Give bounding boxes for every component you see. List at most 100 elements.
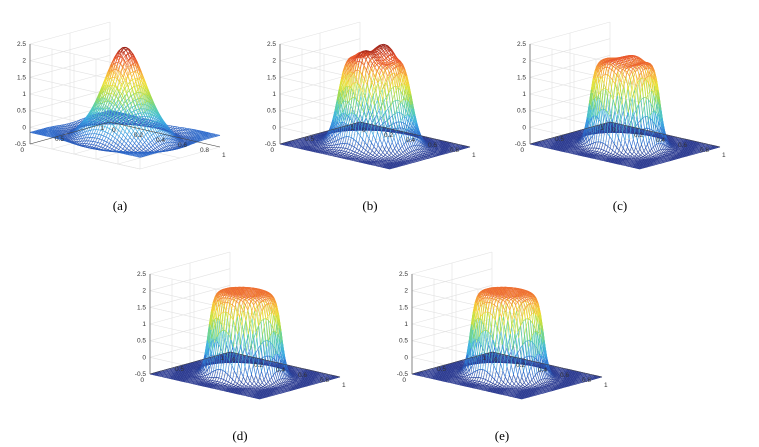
mesh-line [159,135,161,137]
mesh-line [112,135,116,139]
mesh-line [205,137,208,139]
z-tick-label: 2 [22,58,26,65]
mesh-line [125,49,129,54]
mesh-line [109,147,113,150]
mesh-line [112,103,115,111]
mesh-line [146,145,150,149]
mesh-line [140,141,144,145]
mesh-line [210,135,213,137]
mesh-line [375,121,379,125]
mesh-line [168,147,171,149]
mesh-line [69,122,73,126]
mesh-line [156,146,160,150]
mesh-line [143,153,146,155]
mesh-line [123,140,127,144]
mesh-line [91,143,94,146]
mesh-line [118,136,122,139]
mesh-line [116,147,119,150]
mesh-line [159,148,162,150]
mesh-line [160,148,164,151]
mesh-line [111,104,114,108]
mesh-line [137,156,140,158]
mesh-line [156,130,159,132]
mesh-line [103,131,106,137]
mesh-line [44,132,47,134]
mesh-line [127,134,131,138]
mesh-line [162,146,165,149]
mesh-line [114,137,118,141]
mesh-line [153,148,156,150]
mesh-line [44,131,46,133]
mesh-line [144,140,147,143]
mesh-line [110,93,114,95]
mesh-line [96,133,99,135]
mesh-line [118,108,122,112]
mesh-line [158,145,162,150]
mesh-line [122,55,126,60]
mesh-line [44,128,47,130]
mesh-line [68,123,71,126]
mesh-line [80,118,83,120]
mesh-line [206,133,209,135]
z-tick-label: 1 [22,91,26,98]
mesh-line [118,125,121,131]
mesh-line [164,146,167,148]
mesh-line [118,111,122,115]
mesh-line [133,153,136,155]
mesh-line [120,128,123,133]
mesh-line [199,131,202,133]
mesh-line [170,125,173,128]
mesh-line [114,147,117,151]
mesh-line [209,137,212,139]
mesh-line [37,133,39,135]
mesh-line [128,130,132,135]
mesh-line [146,140,149,145]
mesh-line [149,134,152,137]
mesh-line [120,148,124,152]
mesh-line [106,122,110,128]
mesh-line [132,143,135,147]
mesh-line [89,144,92,147]
mesh-line [156,145,159,148]
x-tick-label: 1 [222,152,226,159]
mesh-line [130,142,134,147]
mesh-line [204,136,207,138]
mesh-line [203,131,206,133]
mesh-line [41,133,44,135]
mesh-line [119,141,123,145]
mesh-line [110,148,113,151]
mesh-line [166,148,169,150]
mesh-line [204,135,206,137]
mesh-line [201,131,204,133]
mesh-line [209,133,212,135]
y-tick-label: 0.5 [55,136,64,143]
mesh-line [150,145,153,148]
mesh-line [75,122,78,125]
mesh-line [94,137,98,139]
mesh-line [204,132,207,134]
mesh-line [158,144,161,147]
mesh-line [155,146,158,149]
mesh-line [102,140,105,145]
mesh-line [86,140,89,144]
mesh-line [88,140,91,145]
mesh-line [147,130,150,133]
mesh-line [93,129,97,134]
mesh-line [121,135,124,139]
mesh-line [167,145,171,149]
mesh-line [125,153,128,155]
mesh-line [130,127,134,132]
mesh-line [124,131,128,135]
mesh-line [32,132,35,134]
mesh-line [100,142,103,145]
mesh-line [114,78,118,87]
mesh-line [132,105,135,108]
mesh-line [127,153,130,155]
mesh-line [143,136,147,141]
mesh-line [130,154,133,156]
mesh-line [106,141,110,144]
mesh-line [71,121,74,123]
mesh-line [153,149,157,152]
mesh-line [121,140,125,145]
